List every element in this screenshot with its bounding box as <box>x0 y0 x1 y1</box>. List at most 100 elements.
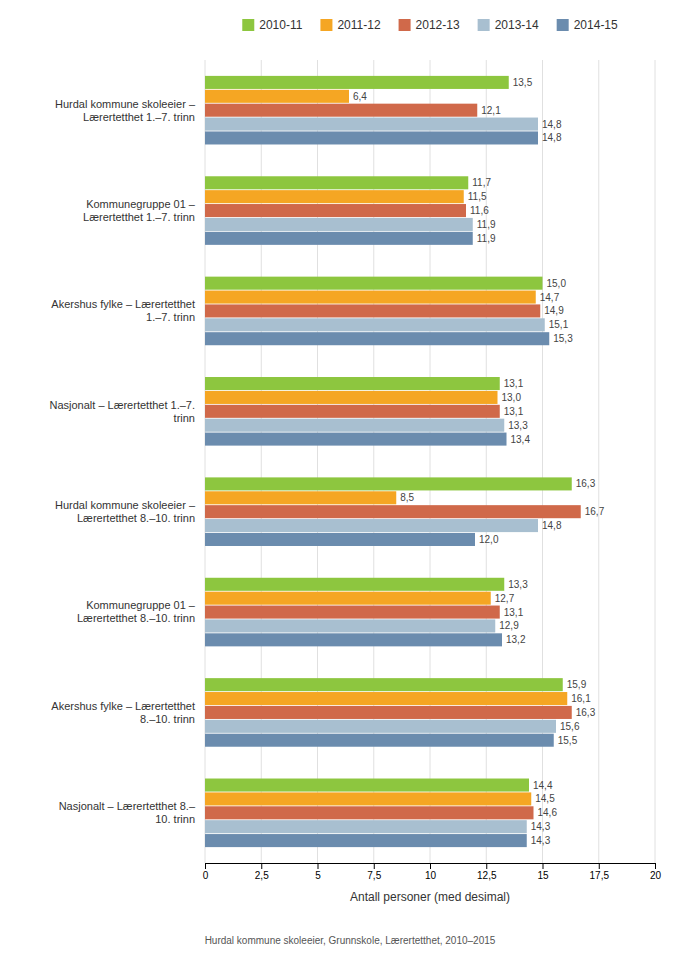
bar <box>205 131 538 144</box>
legend-item: 2011-12 <box>320 18 380 32</box>
data-label: 14,8 <box>542 119 562 130</box>
data-label: 15,3 <box>553 333 573 344</box>
data-label: 14,9 <box>544 305 564 316</box>
data-label: 14,4 <box>533 780 553 791</box>
data-label: 11,6 <box>470 205 489 216</box>
tick-label: 7,5 <box>367 870 381 881</box>
tick-label: 12,5 <box>477 870 497 881</box>
category-label: Nasjonalt – Lærertetthet 1.–7.trinn <box>49 399 195 424</box>
data-label: 16,7 <box>585 506 605 517</box>
data-label: 12,1 <box>481 105 501 116</box>
bar <box>205 834 527 847</box>
category-label-line: Lærertetthet 8.–10. trinn <box>77 512 195 524</box>
legend-swatch <box>320 19 332 31</box>
tick: 7,5 <box>367 863 381 881</box>
bar <box>205 232 473 245</box>
bar <box>205 606 500 619</box>
category-label-line: trinn <box>174 412 195 424</box>
bar <box>205 720 556 733</box>
category-label-line: Akershus fylke – Lærertetthet <box>51 298 195 310</box>
bar <box>205 176 468 189</box>
bars <box>205 76 581 847</box>
data-label: 11,9 <box>477 233 496 244</box>
tick-mark <box>430 863 431 869</box>
data-label: 15,5 <box>558 735 578 746</box>
data-label: 13,1 <box>504 406 524 417</box>
bar <box>205 377 500 390</box>
x-axis-title: Antall personer (med desimal) <box>350 890 510 904</box>
data-label: 12,0 <box>479 534 499 545</box>
legend-swatch <box>478 19 490 31</box>
axis-line <box>206 864 656 870</box>
tick-mark <box>543 863 544 869</box>
data-label: 6,4 <box>353 91 367 102</box>
bar <box>205 633 502 646</box>
bar <box>205 90 349 103</box>
data-label: 13,3 <box>508 579 528 590</box>
legend-swatch <box>242 19 254 31</box>
legend: 2010-112011-122012-132013-142014-15 <box>242 18 618 32</box>
category-label-line: Nasjonalt – Lærertetthet 8.– <box>59 800 196 812</box>
category-label: Akershus fylke – Lærertetthet8.–10. trin… <box>51 700 195 725</box>
category-label: Kommunegruppe 01 –Lærertetthet 8.–10. tr… <box>77 599 196 624</box>
tick-label: 2,5 <box>255 870 269 881</box>
category-label: Hurdal kommune skoleeier –Lærertetthet 8… <box>55 499 196 524</box>
tick-mark <box>205 863 206 869</box>
bar <box>205 419 504 432</box>
bar <box>205 291 536 304</box>
tick-mark <box>261 863 262 869</box>
category-label-line: Lærertetthet 8.–10. trinn <box>77 612 195 624</box>
tick: 17,5 <box>590 863 610 881</box>
bar <box>205 477 572 490</box>
bar <box>205 118 538 131</box>
data-label: 16,1 <box>571 693 591 704</box>
bar <box>205 592 491 605</box>
tick: 5 <box>315 863 321 881</box>
data-label: 15,6 <box>560 721 580 732</box>
data-label: 13,0 <box>502 392 522 403</box>
tick: 15 <box>537 863 549 881</box>
bar <box>205 779 529 792</box>
plot: 13,511,715,013,116,313,315,914,46,411,51… <box>49 60 661 904</box>
x-axis: 02,557,51012,51517,520 <box>203 863 662 881</box>
data-label: 16,3 <box>576 707 596 718</box>
bar <box>205 792 531 805</box>
data-label: 14,6 <box>538 807 558 818</box>
category-label: Akershus fylke – Lærertetthet1.–7. trinn <box>51 298 195 323</box>
bar <box>205 104 477 117</box>
data-label: 14,7 <box>540 292 560 303</box>
data-label: 13,1 <box>504 607 524 618</box>
category-label: Kommunegruppe 01 –Lærertetthet 1.–7. tri… <box>83 198 196 223</box>
data-label: 8,5 <box>400 492 414 503</box>
bar <box>205 277 543 290</box>
data-label: 16,3 <box>576 478 596 489</box>
tick-mark <box>318 863 319 869</box>
legend-item: 2013-14 <box>478 18 539 32</box>
data-label: 15,9 <box>567 679 587 690</box>
data-label: 15,1 <box>549 319 569 330</box>
category-label-line: Kommunegruppe 01 – <box>86 599 196 611</box>
bar <box>205 218 473 231</box>
data-label: 11,9 <box>477 219 496 230</box>
tick: 0 <box>203 863 209 881</box>
data-label: 14,8 <box>542 132 562 143</box>
tick-mark <box>655 863 656 869</box>
data-label: 11,7 <box>472 177 491 188</box>
legend-swatch <box>399 19 411 31</box>
category-label-line: Hurdal kommune skoleeier – <box>55 98 196 110</box>
grid <box>205 60 655 863</box>
tick-mark <box>374 863 375 869</box>
category-label-line: Kommunegruppe 01 – <box>86 198 196 210</box>
category-label-line: 1.–7. trinn <box>146 311 195 323</box>
category-label-line: Hurdal kommune skoleeier – <box>55 499 196 511</box>
bar <box>205 519 538 532</box>
tick: 12,5 <box>477 863 497 881</box>
bar <box>205 578 504 591</box>
bar <box>205 820 527 833</box>
bar <box>205 619 495 632</box>
data-label: 13,3 <box>508 420 528 431</box>
legend-label: 2010-11 <box>259 18 302 32</box>
data-label: 14,3 <box>531 835 551 846</box>
category-label-line: 8.–10. trinn <box>140 713 195 725</box>
bar <box>205 692 567 705</box>
